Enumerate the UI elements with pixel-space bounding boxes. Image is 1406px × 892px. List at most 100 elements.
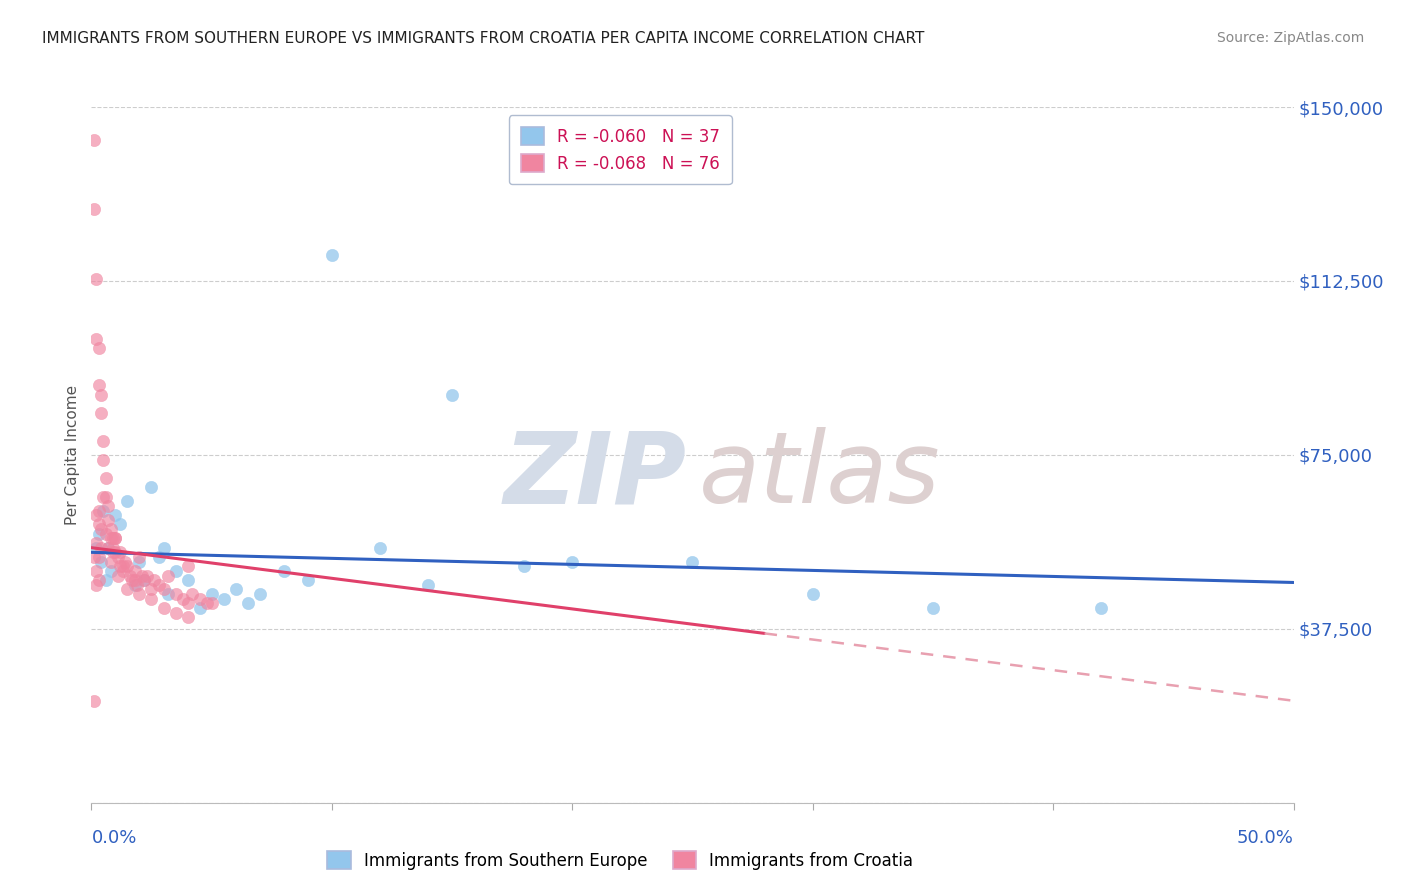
Point [84, 564, 107, 578]
Point [100, 522, 122, 536]
Point [142, 573, 165, 587]
Point [104, 532, 127, 546]
Point [101, 532, 124, 546]
Point [104, 545, 127, 559]
Point [148, 549, 170, 564]
Point [124, 573, 146, 587]
Point [135, 568, 157, 582]
Point [368, 541, 391, 555]
Y-axis label: Per Capita Income: Per Capita Income [65, 384, 80, 525]
Point [87, 341, 110, 355]
Text: 0.0%: 0.0% [91, 829, 136, 847]
Point [157, 587, 180, 601]
Point [148, 578, 170, 592]
Point [225, 582, 247, 597]
Text: 50.0%: 50.0% [1237, 829, 1294, 847]
Point [1090, 601, 1112, 615]
Point [134, 573, 156, 587]
Point [83, 694, 105, 708]
Point [561, 555, 583, 569]
Point [104, 532, 127, 546]
Point [416, 578, 439, 592]
Legend: Immigrants from Southern Europe, Immigrants from Croatia: Immigrants from Southern Europe, Immigra… [319, 843, 921, 878]
Point [90, 406, 112, 420]
Point [124, 564, 146, 578]
Point [273, 564, 295, 578]
Point [124, 578, 146, 592]
Point [141, 582, 163, 597]
Point [87, 549, 110, 564]
Point [111, 564, 134, 578]
Point [100, 555, 122, 569]
Point [104, 508, 127, 523]
Point [141, 480, 163, 494]
Point [97, 541, 120, 555]
Point [101, 545, 124, 559]
Text: atlas: atlas [699, 427, 941, 524]
Point [97, 499, 120, 513]
Point [90, 387, 112, 401]
Point [125, 578, 148, 592]
Point [141, 591, 163, 606]
Point [83, 549, 105, 564]
Point [165, 606, 187, 620]
Point [128, 555, 150, 569]
Point [90, 522, 112, 536]
Point [165, 587, 187, 601]
Point [195, 596, 218, 610]
Point [84, 271, 107, 285]
Point [97, 513, 120, 527]
Point [128, 549, 150, 564]
Text: Source: ZipAtlas.com: Source: ZipAtlas.com [1216, 31, 1364, 45]
Point [114, 555, 136, 569]
Point [84, 332, 107, 346]
Point [83, 132, 105, 146]
Point [97, 541, 120, 555]
Point [249, 587, 271, 601]
Point [172, 591, 194, 606]
Point [176, 573, 198, 587]
Point [94, 471, 117, 485]
Point [297, 573, 319, 587]
Point [176, 559, 198, 574]
Point [157, 568, 180, 582]
Point [107, 568, 129, 582]
Point [236, 596, 259, 610]
Point [188, 591, 211, 606]
Point [84, 508, 107, 523]
Point [201, 596, 224, 610]
Point [94, 490, 117, 504]
Point [93, 503, 115, 517]
Point [87, 573, 110, 587]
Point [152, 582, 174, 597]
Point [922, 601, 945, 615]
Point [321, 248, 343, 262]
Point [84, 536, 107, 550]
Point [152, 541, 174, 555]
Point [87, 526, 110, 541]
Point [117, 582, 139, 597]
Point [134, 573, 156, 587]
Point [100, 564, 122, 578]
Point [94, 526, 117, 541]
Point [93, 490, 115, 504]
Point [117, 559, 139, 574]
Point [110, 559, 132, 574]
Point [118, 568, 141, 582]
Point [121, 573, 143, 587]
Point [801, 587, 824, 601]
Point [101, 541, 124, 555]
Point [87, 378, 110, 392]
Text: ZIP: ZIP [503, 427, 686, 524]
Point [513, 559, 536, 574]
Point [87, 503, 110, 517]
Point [440, 387, 463, 401]
Point [107, 549, 129, 564]
Point [201, 587, 224, 601]
Point [152, 601, 174, 615]
Point [93, 434, 115, 448]
Point [131, 568, 153, 582]
Point [176, 596, 198, 610]
Point [84, 541, 107, 555]
Point [110, 517, 132, 532]
